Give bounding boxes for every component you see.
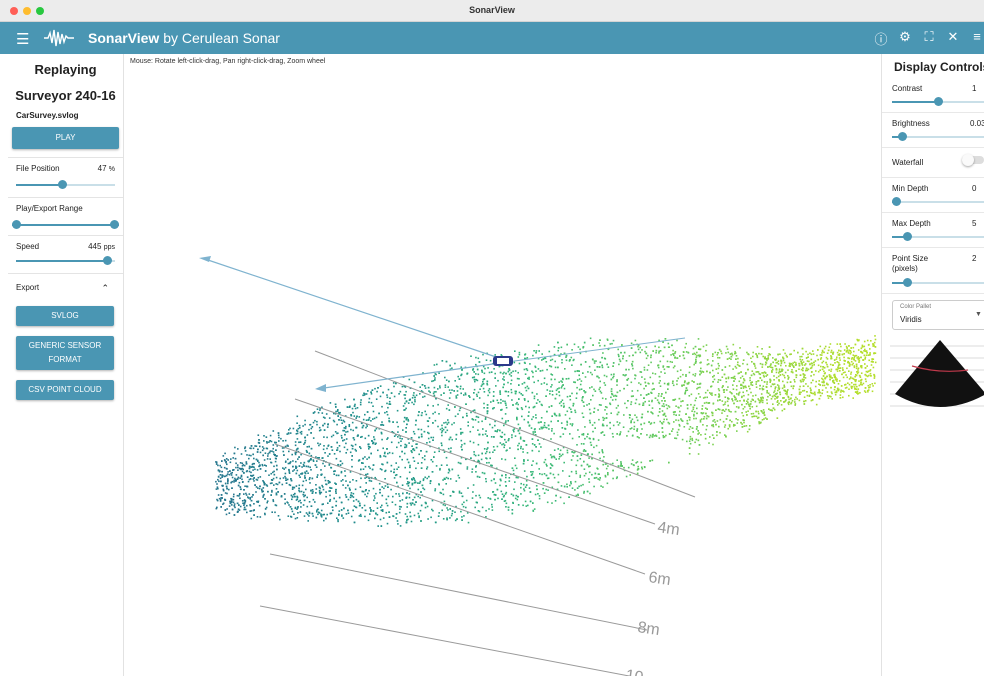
contrast-slider[interactable]: [892, 96, 984, 108]
depth-label-6m: 6m: [647, 569, 671, 589]
max-depth-knob[interactable]: [903, 232, 912, 241]
contrast-knob[interactable]: [934, 97, 943, 106]
color-pallet-select[interactable]: Color Pallet Viridis ▼: [892, 300, 984, 330]
speed-label: Speed: [16, 242, 40, 251]
min-depth-slider[interactable]: [892, 196, 984, 208]
export-section: Export ⌃ SVLOG GENERIC SENSOR FORMAT CSV…: [8, 273, 123, 408]
sonar-waveform-logo-icon: [44, 27, 74, 54]
point-cloud-viewport[interactable]: 4m 6m 8m 10 Mouse: Rotate left-click-dra…: [125, 54, 881, 676]
brand-name: SonarView: [88, 30, 160, 46]
brightness-control: Brightness 0.03: [882, 113, 984, 148]
app-brand: SonarView by Cerulean Sonar: [88, 30, 280, 46]
play-export-range-slider[interactable]: [12, 219, 119, 231]
color-pallet-caption: Color Pallet: [900, 304, 932, 310]
depth-label-10m: 10: [624, 667, 644, 676]
min-depth-value: 0: [972, 184, 977, 193]
range-end-knob[interactable]: [110, 220, 119, 229]
chevron-up-icon[interactable]: ⌃: [101, 283, 109, 293]
contrast-value: 1: [972, 84, 977, 93]
replaying-heading: Replaying: [34, 62, 97, 77]
max-depth-slider[interactable]: [892, 231, 984, 243]
sonar-fan-preview: [890, 340, 984, 407]
file-position-value: 47: [97, 164, 107, 173]
export-csv-point-cloud-button[interactable]: CSV POINT CLOUD: [16, 380, 114, 400]
export-svlog-button[interactable]: SVLOG: [16, 306, 114, 326]
dropdown-arrow-icon: ▼: [975, 311, 982, 318]
display-controls-title: Display Controls: [894, 60, 984, 74]
range-label: Play/Export Range: [16, 204, 83, 213]
point-size-control: Point Size (pixels) 2: [882, 248, 984, 294]
window-title: SonarView: [469, 5, 515, 15]
file-position-label: File Position: [16, 164, 60, 173]
sonar-heading-line: [204, 258, 506, 361]
depth-label-8m: 8m: [636, 619, 660, 639]
export-generic-sensor-format-button[interactable]: GENERIC SENSOR FORMAT: [16, 336, 114, 370]
appbar-tools: ⓘ ⚙ ⛶ ✕ ≡: [874, 29, 984, 48]
info-icon[interactable]: ⓘ: [874, 32, 888, 47]
sonar-track-line: [506, 337, 686, 363]
zoom-window-button[interactable]: [36, 7, 44, 15]
file-name: CarSurvey.svlog: [16, 111, 79, 120]
color-pallet-value: Viridis: [900, 315, 922, 324]
max-depth-value: 5: [972, 219, 977, 228]
depth-label-4m: 4m: [656, 519, 680, 539]
file-position-unit: %: [108, 166, 115, 173]
replay-panel: Replaying Surveyor 240-16 CarSurvey.svlo…: [8, 54, 124, 676]
app-bar: ☰ SonarView by Cerulean Sonar ⓘ ⚙ ⛶ ✕ ≡: [0, 22, 984, 54]
max-depth-label: Max Depth: [892, 219, 931, 228]
mouse-hint: Mouse: Rotate left-click-drag, Pan right…: [130, 58, 326, 65]
fullscreen-icon[interactable]: ⛶: [924, 29, 934, 44]
close-window-button[interactable]: [10, 7, 18, 15]
point-size-slider[interactable]: [892, 277, 984, 289]
export-label: Export: [16, 283, 40, 292]
close-icon[interactable]: ✕: [947, 29, 959, 44]
list-icon[interactable]: ≡: [973, 29, 981, 44]
file-position-control: File Position 47 %: [8, 157, 123, 197]
beam-arrow-icon: [315, 384, 326, 392]
device-title: Surveyor 240-16: [15, 88, 116, 103]
speed-control: Speed 445 pps: [8, 235, 123, 273]
brightness-knob[interactable]: [898, 132, 907, 141]
speed-knob[interactable]: [103, 256, 112, 265]
depth-grid-lines: [259, 350, 696, 676]
contrast-label: Contrast: [892, 84, 923, 93]
brightness-label: Brightness: [892, 119, 930, 128]
heading-arrow-icon: [199, 256, 211, 262]
max-depth-control: Max Depth 5: [882, 213, 984, 248]
point-size-label: Point Size (pixels): [892, 254, 929, 273]
min-depth-knob[interactable]: [892, 197, 901, 206]
minimize-window-button[interactable]: [23, 7, 31, 15]
brand-byline: by Cerulean Sonar: [159, 30, 280, 46]
contrast-control: Contrast 1: [882, 78, 984, 113]
point-cloud-scene[interactable]: 4m 6m 8m 10: [125, 54, 881, 676]
speed-value: 445: [88, 242, 102, 251]
min-depth-label: Min Depth: [892, 184, 929, 193]
range-start-knob[interactable]: [12, 220, 21, 229]
speed-unit: pps: [103, 244, 115, 251]
waterfall-toggle[interactable]: [962, 154, 984, 166]
display-controls-panel: Display Controls Contrast 1 Brightness 0…: [881, 54, 984, 676]
point-size-knob[interactable]: [903, 278, 912, 287]
menu-icon[interactable]: ☰: [16, 31, 30, 48]
sonar-point-cloud: [215, 335, 877, 527]
speed-slider[interactable]: [16, 255, 115, 267]
window-titlebar: SonarView: [0, 0, 984, 22]
waterfall-control: Waterfall: [882, 148, 984, 178]
file-position-slider[interactable]: [16, 179, 115, 191]
play-button[interactable]: PLAY: [12, 127, 119, 149]
waterfall-label: Waterfall: [892, 158, 924, 167]
sonar-beam-line: [316, 361, 508, 390]
brightness-value: 0.03: [970, 119, 984, 128]
file-position-knob[interactable]: [58, 180, 67, 189]
min-depth-control: Min Depth 0: [882, 178, 984, 213]
gear-icon[interactable]: ⚙: [899, 29, 911, 44]
point-size-value: 2: [972, 254, 977, 263]
play-export-range-control: Play/Export Range: [8, 197, 123, 235]
brightness-slider[interactable]: [892, 131, 984, 143]
sonar-vessel-icon: [493, 356, 513, 366]
